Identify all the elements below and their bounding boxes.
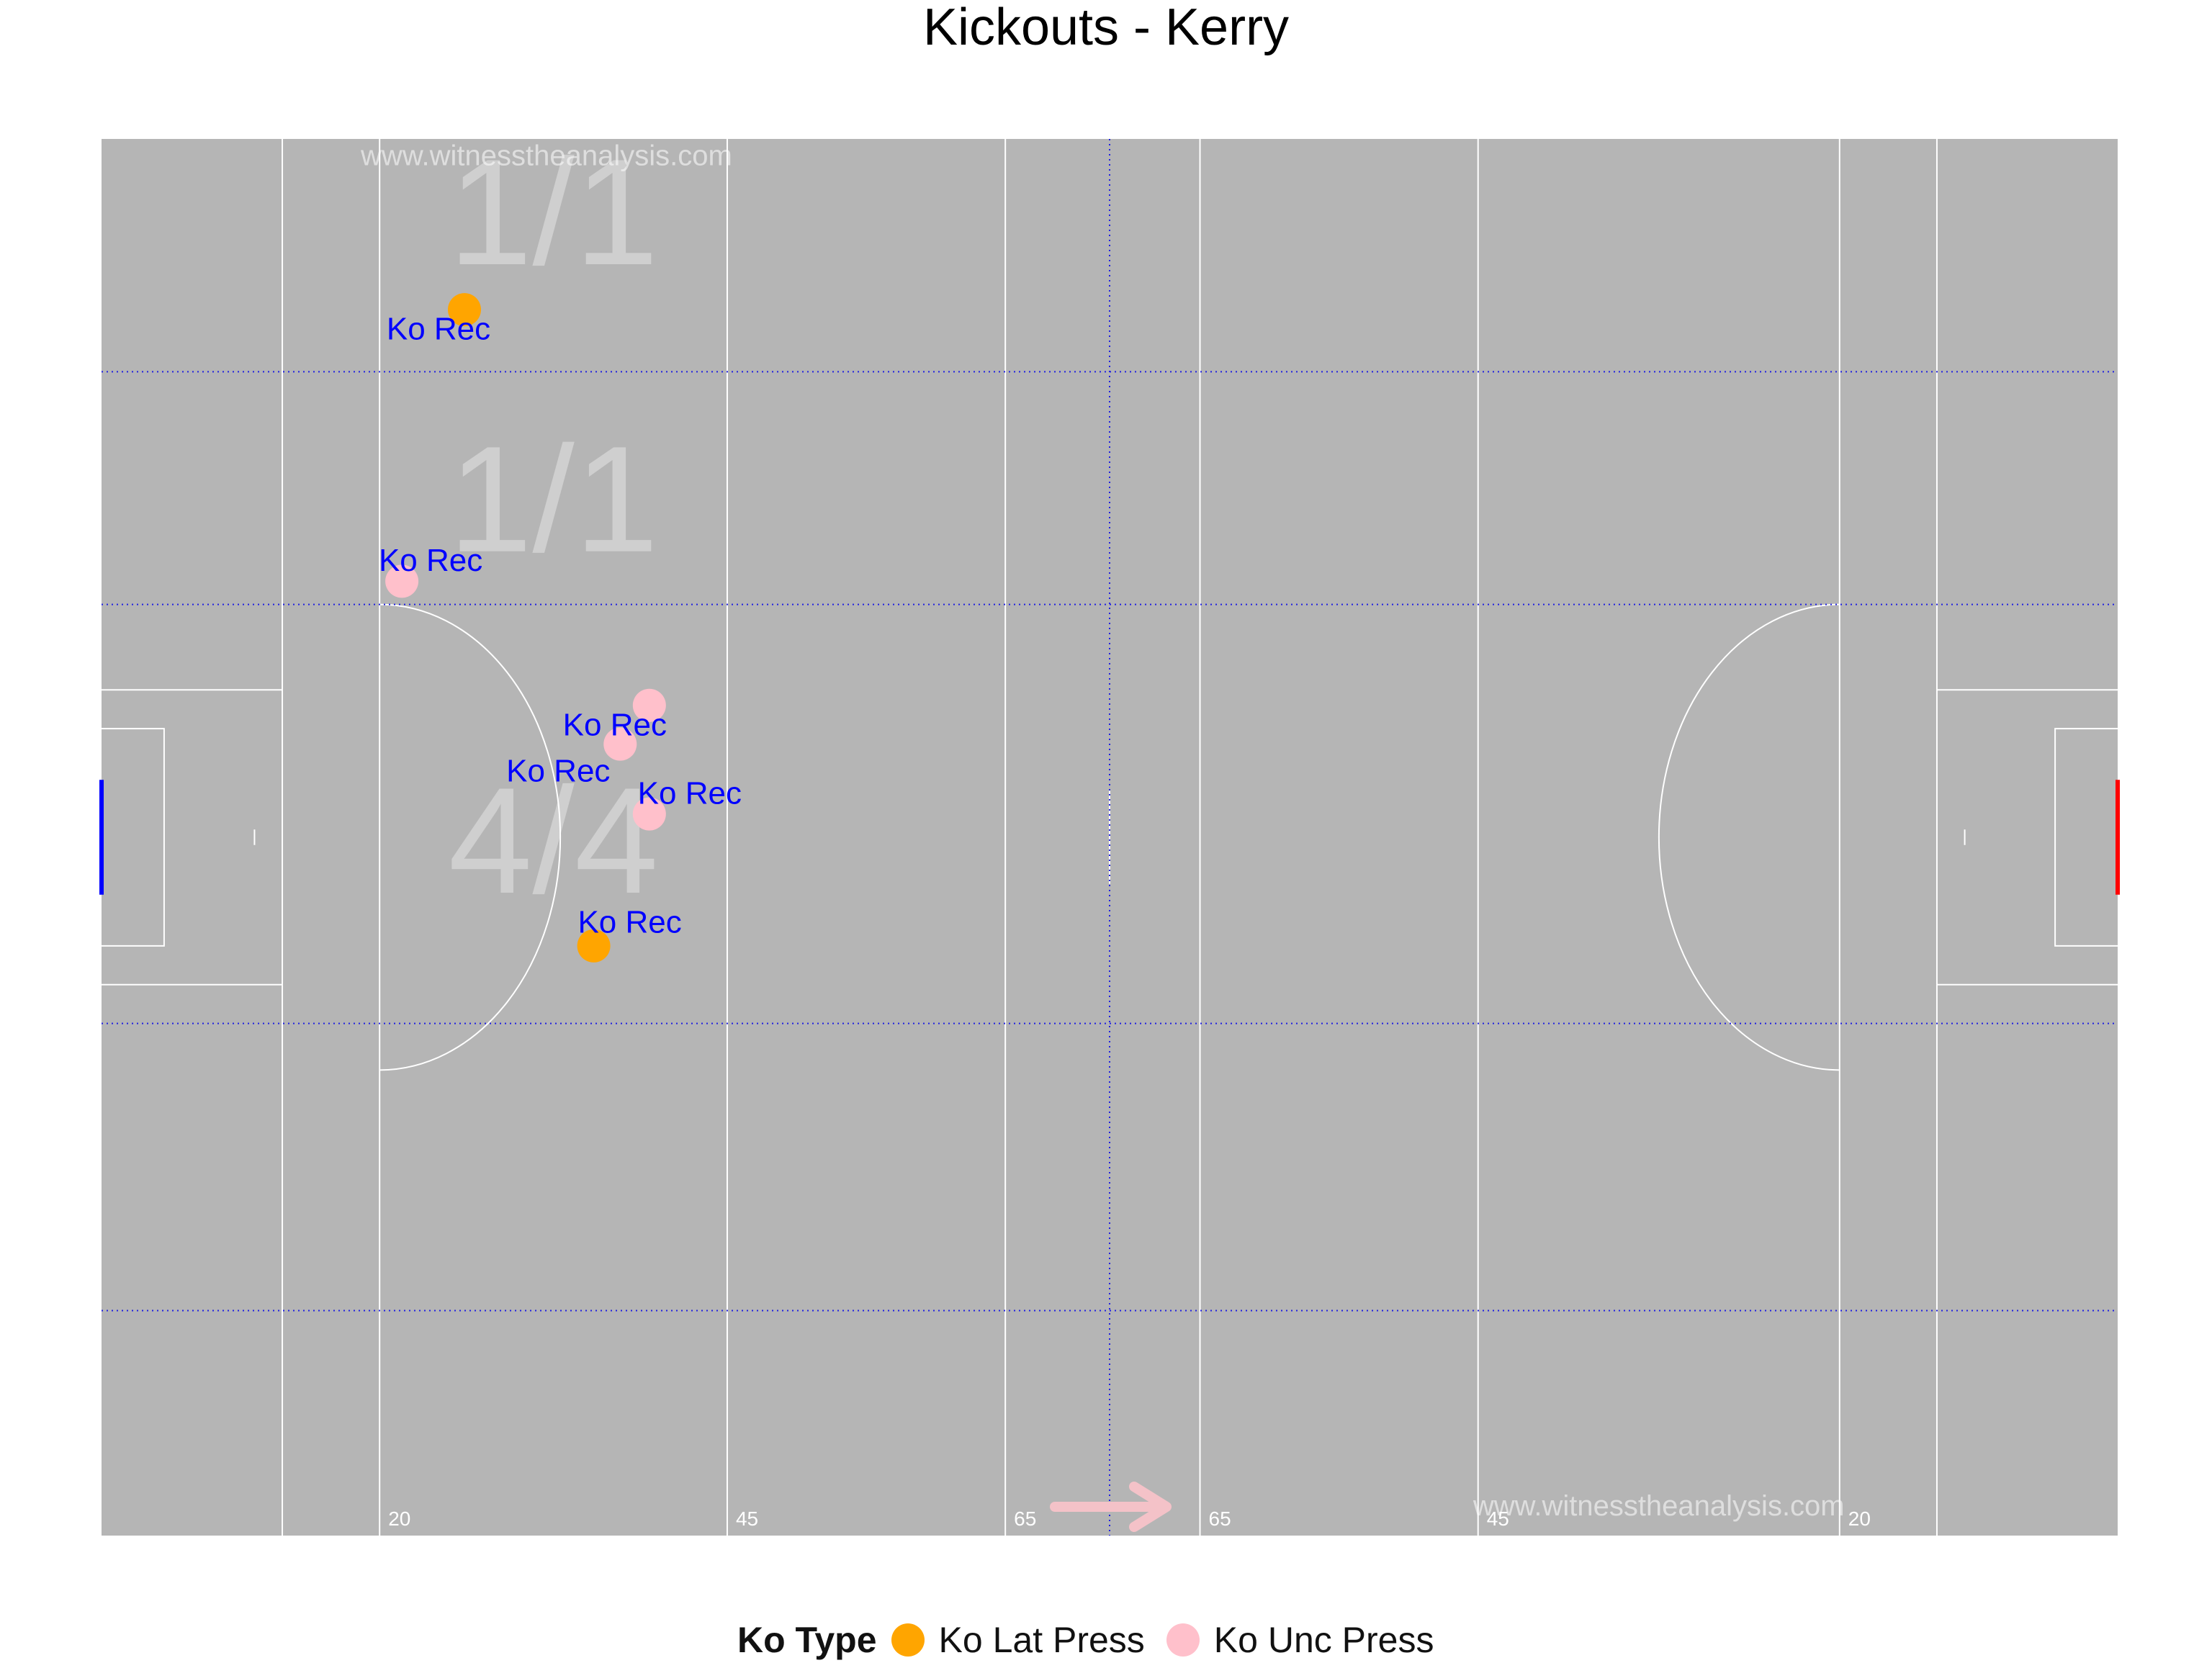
legend-key-unc-press: [1166, 1623, 1200, 1657]
pitch-line-label: 65: [1014, 1507, 1036, 1530]
point-label: Ko Rec: [506, 753, 610, 788]
legend-title: Ko Type: [737, 1620, 877, 1660]
point-label: Ko Rec: [638, 775, 742, 811]
chart-title: Kickouts - Kerry: [922, 0, 1290, 56]
pitch-line-label: 45: [1487, 1507, 1509, 1530]
direction-arrow-head: [1129, 1482, 1172, 1532]
legend-label-unc-press: Ko Unc Press: [1213, 1620, 1434, 1660]
watermark: www.witnesstheanalysis.com: [1473, 1490, 1845, 1522]
legend-label-lat-press: Ko Lat Press: [938, 1620, 1145, 1660]
point-label: Ko Rec: [387, 312, 490, 347]
d-arc-left: [379, 603, 561, 1071]
point-label: Ko Rec: [577, 905, 681, 940]
pitch-line-label: 20: [388, 1507, 410, 1530]
data-point: [385, 564, 419, 598]
legend-entry-unc-press: Ko Unc Press: [1166, 1619, 1434, 1661]
data-point: [577, 929, 611, 963]
zone-count-label: 1/1: [449, 415, 659, 584]
data-point: [632, 688, 666, 722]
d-arc-right: [1658, 603, 1840, 1071]
watermark: www.witnesstheanalysis.com: [360, 140, 732, 171]
data-point: [632, 797, 666, 831]
small-rectangle-right: [2054, 728, 2118, 947]
data-point: [603, 727, 637, 761]
pitch-line-label: 20: [1848, 1507, 1871, 1530]
small-rectangle-left: [102, 728, 165, 947]
legend-entry-lat-press: Ko Lat Press: [891, 1619, 1145, 1661]
legend: Ko Type Ko Lat Press Ko Unc Press: [737, 1617, 1455, 1663]
pitch-line-label: 65: [1209, 1507, 1231, 1530]
pitch-line-label: 45: [736, 1507, 758, 1530]
zone-count-label: 1/1: [449, 127, 659, 297]
data-point: [448, 293, 481, 327]
zone-count-label: 4/4: [449, 756, 659, 925]
legend-key-lat-press: [891, 1623, 925, 1657]
point-label: Ko Rec: [379, 543, 482, 578]
point-label: Ko Rec: [563, 707, 667, 742]
